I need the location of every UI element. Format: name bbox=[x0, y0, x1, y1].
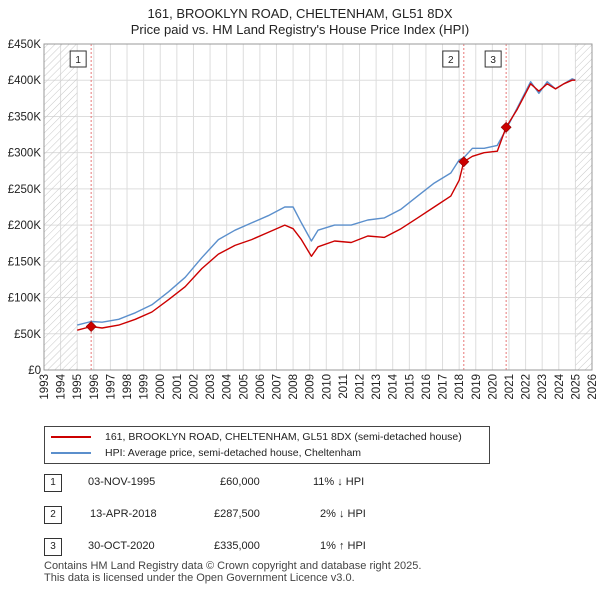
transaction-points bbox=[85, 121, 512, 332]
x-tick-label: 2026 bbox=[587, 374, 599, 400]
transaction-price: £60,000 bbox=[220, 476, 260, 488]
transaction-hpi: 1% ↑ HPI bbox=[320, 540, 366, 552]
series-line-property bbox=[77, 79, 576, 331]
transaction-point-1 bbox=[85, 321, 97, 332]
table-row: 2 13-APR-2018 £287,500 2% ↓ HPI bbox=[44, 506, 464, 524]
x-tick-label: 1993 bbox=[39, 374, 51, 400]
shaded-bands bbox=[44, 44, 592, 370]
y-tick-label: £0 bbox=[28, 365, 41, 377]
x-tick-label: 1998 bbox=[122, 374, 134, 400]
x-tick-label: 2004 bbox=[222, 373, 234, 399]
transaction-badge: 1 bbox=[44, 474, 62, 492]
x-tick-label: 2018 bbox=[454, 374, 466, 400]
y-tick-labels: £0 £50K £100K £150K £200K £250K £300K £350K £400… bbox=[8, 39, 42, 377]
transaction-date: 03-NOV-1995 bbox=[88, 476, 156, 488]
x-tick-label: 2011 bbox=[338, 374, 350, 399]
x-tick-label: 2008 bbox=[288, 374, 300, 400]
x-tick-label: 2015 bbox=[404, 374, 416, 400]
x-tick-label: 2012 bbox=[355, 374, 367, 400]
transaction-badge: 3 bbox=[44, 538, 62, 556]
legend: 161, BROOKLYN ROAD, CHELTENHAM, GL51 8DX… bbox=[44, 426, 490, 464]
y-tick-label: £150K bbox=[8, 256, 42, 268]
plot-frame bbox=[43, 43, 593, 371]
x-tick-label: 2010 bbox=[321, 374, 333, 400]
transaction-marker-lines: 1 2 3 bbox=[69, 44, 507, 370]
x-tick-label: 1999 bbox=[139, 374, 151, 400]
hatched-region-rect bbox=[44, 44, 78, 370]
hatched-region bbox=[44, 44, 592, 370]
y-tick-label: £50K bbox=[14, 329, 41, 341]
footer-line1: Contains HM Land Registry data © Crown c… bbox=[44, 560, 422, 572]
x-tick-label: 1995 bbox=[72, 374, 84, 400]
x-tick-labels: 1993 1994 1995 1996 1997 1998 1999 2000 2001 2002… bbox=[39, 373, 599, 399]
x-tick-label: 1994 bbox=[56, 373, 68, 399]
series-lines bbox=[77, 78, 576, 331]
legend-swatch-hpi bbox=[51, 452, 91, 454]
x-tick-label: 2003 bbox=[205, 374, 217, 400]
transaction-hpi: 11% ↓ HPI bbox=[313, 476, 365, 488]
x-tick-label: 2001 bbox=[172, 374, 184, 400]
x-tick-label: 2025 bbox=[570, 374, 582, 400]
y-tick-label: £300K bbox=[8, 148, 42, 160]
y-tick-label: £100K bbox=[8, 293, 42, 305]
transaction-hpi: 2% ↓ HPI bbox=[320, 508, 366, 520]
series-line-hpi bbox=[77, 78, 576, 326]
y-tick-label: £400K bbox=[8, 75, 42, 87]
x-tick-label: 2021 bbox=[504, 374, 516, 400]
x-tick-label: 2000 bbox=[155, 374, 167, 400]
y-tick-label: £250K bbox=[8, 184, 42, 196]
y-tick-label: £350K bbox=[8, 111, 42, 123]
table-row: 1 03-NOV-1995 £60,000 11% ↓ HPI bbox=[44, 474, 464, 492]
table-row: 3 30-OCT-2020 £335,000 1% ↑ HPI bbox=[44, 538, 464, 556]
x-tick-label: 2020 bbox=[487, 374, 499, 400]
y-tick-label: £200K bbox=[8, 220, 42, 232]
x-tick-label: 2006 bbox=[255, 374, 267, 400]
y-tick-label: £450K bbox=[8, 39, 42, 51]
chart-title-line1: 161, BROOKLYN ROAD, CHELTENHAM, GL51 8DX bbox=[147, 6, 453, 21]
legend-item-hpi: HPI: Average price, semi-detached house,… bbox=[51, 446, 361, 460]
marker-label-box bbox=[69, 50, 87, 68]
x-tick-label: 2014 bbox=[388, 373, 400, 399]
legend-item-property: 161, BROOKLYN ROAD, CHELTENHAM, GL51 8DX… bbox=[51, 430, 462, 444]
transaction-date: 30-OCT-2020 bbox=[88, 540, 155, 552]
transaction-price: £335,000 bbox=[214, 540, 260, 552]
x-tick-label: 2017 bbox=[438, 374, 450, 400]
marker-label-3: 3 bbox=[490, 55, 496, 66]
footer: Contains HM Land Registry data © Crown c… bbox=[44, 560, 421, 584]
x-tick-label: 2023 bbox=[537, 374, 549, 400]
legend-label-property: 161, BROOKLYN ROAD, CHELTENHAM, GL51 8DX… bbox=[105, 431, 462, 443]
marker-label-1: 1 bbox=[75, 55, 81, 66]
marker-label-box bbox=[442, 50, 460, 68]
legend-label-hpi: HPI: Average price, semi-detached house,… bbox=[105, 447, 362, 459]
plot-background bbox=[44, 44, 592, 370]
x-tick-label: 2016 bbox=[421, 374, 433, 400]
transaction-point-2 bbox=[458, 156, 470, 168]
x-tick-label: 2019 bbox=[471, 374, 483, 400]
transaction-point-3 bbox=[500, 121, 512, 133]
chart-area: 1 2 3 £0 £50K £100K £150K £200K £250K £300K £350K… bbox=[8, 39, 599, 400]
x-tick-label: 2007 bbox=[271, 374, 283, 400]
hatched-region-rect bbox=[575, 44, 592, 370]
x-tick-label: 2005 bbox=[238, 374, 250, 400]
x-tick-label: 2009 bbox=[305, 374, 317, 400]
marker-label-box bbox=[484, 50, 502, 68]
transaction-date: 13-APR-2018 bbox=[90, 508, 157, 520]
x-tick-label: 1997 bbox=[105, 374, 117, 400]
marker-label-2: 2 bbox=[448, 55, 454, 66]
x-tick-label: 2022 bbox=[521, 374, 533, 400]
x-tick-label: 1996 bbox=[89, 374, 101, 400]
footer-line2: This data is licensed under the Open Gov… bbox=[44, 572, 355, 584]
transaction-price: £287,500 bbox=[214, 508, 260, 520]
x-tick-label: 2002 bbox=[188, 374, 200, 400]
axes bbox=[43, 43, 593, 371]
legend-swatch-property bbox=[51, 436, 91, 438]
x-tick-label: 2024 bbox=[554, 373, 566, 399]
x-tick-label: 2013 bbox=[371, 374, 383, 400]
transaction-badge: 2 bbox=[44, 506, 62, 524]
chart-title-line2: Price paid vs. HM Land Registry's House … bbox=[130, 22, 470, 37]
